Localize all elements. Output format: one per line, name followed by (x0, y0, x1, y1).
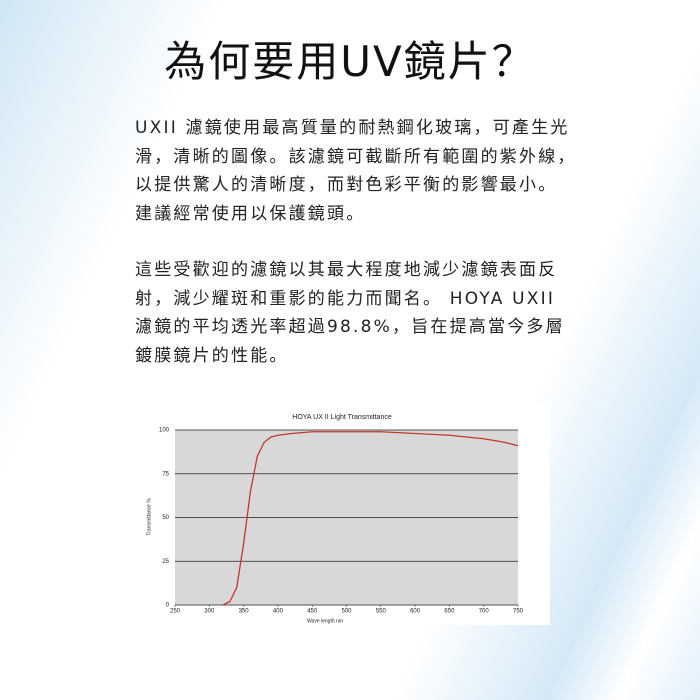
text-line: 濾鏡的平均透光率超過98.8%，旨在提高當今多層 (135, 317, 565, 338)
x-tick-label: 700 (479, 609, 490, 615)
y-tick-label: 0 (166, 603, 170, 609)
y-tick-label: 100 (159, 428, 170, 434)
text-line: UXII 濾鏡使用最高質量的耐熱鋼化玻璃，可產生光 (135, 118, 570, 138)
x-tick-label: 500 (341, 609, 352, 615)
x-tick-label: 450 (307, 609, 318, 615)
y-tick-label: 75 (162, 471, 169, 477)
x-tick-label: 600 (410, 609, 421, 615)
x-tick-label: 350 (239, 609, 250, 615)
chart-title: HOYA UX II Light Transmittance (292, 414, 392, 421)
chart: HOYA UX II Light Transmittance Wave leng… (135, 405, 550, 625)
x-axis-label: Wave length nm (307, 618, 343, 624)
x-tick-label: 400 (273, 609, 284, 615)
text-line: 滑，清晰的圖像。該濾鏡可截斷所有範圍的紫外線， (135, 146, 577, 167)
x-tick-label: 750 (513, 609, 524, 615)
heading: 為何要用UV鏡片？ (164, 37, 536, 86)
paragraph: UXII 濾鏡使用最高質量的耐熱鋼化玻璃，可產生光 滑，清晰的圖像。該濾鏡可截斷所… (135, 114, 577, 229)
y-axis-label: Transmittance % (146, 498, 152, 536)
x-tick-label: 250 (170, 609, 181, 615)
y-tick-label: 50 (162, 515, 169, 521)
text-line: 建議經常使用以保護鏡頭。 (135, 204, 366, 225)
line (222, 431, 519, 606)
x-tick-label: 300 (204, 609, 215, 615)
y-tick-label: 25 (162, 559, 169, 565)
text-line: 射，減少耀斑和重影的能力而聞名。 HOYA UXII (135, 288, 556, 309)
text-line: 鍍膜鏡片的性能。 (135, 346, 289, 367)
x-tick-label: 550 (376, 609, 387, 615)
text-line: 以提供驚人的清晰度，而對色彩平衡的影響最小。 (135, 175, 558, 196)
paragraph: 這些受歡迎的濾鏡以其最大程度地減少濾鏡表面反 射，減少耀斑和重影的能力而聞名。 H… (135, 256, 565, 371)
x-tick-label: 650 (444, 609, 455, 615)
text-line: 這些受歡迎的濾鏡以其最大程度地減少濾鏡表面反 (135, 260, 558, 280)
